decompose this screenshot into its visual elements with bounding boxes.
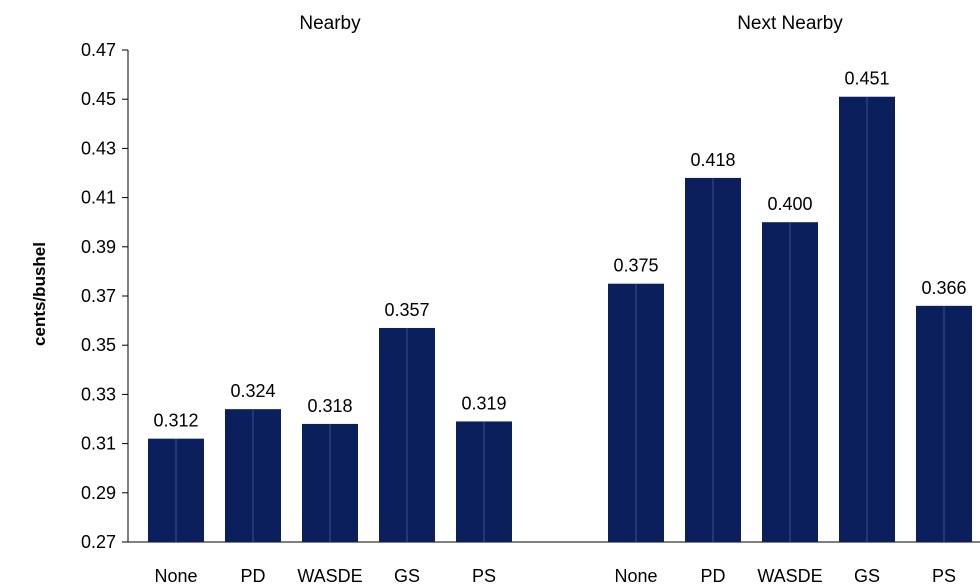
x-tick-label: GS (854, 566, 880, 586)
y-tick-label: 0.43 (81, 138, 116, 158)
data-label: 0.400 (767, 194, 812, 214)
x-tick-label: PD (240, 566, 265, 586)
group-title: Next Nearby (737, 13, 843, 34)
data-label: 0.324 (230, 381, 275, 401)
y-tick-label: 0.31 (81, 434, 116, 454)
y-tick-label: 0.27 (81, 532, 116, 552)
y-tick-label: 0.41 (81, 188, 116, 208)
group-title: Nearby (299, 13, 361, 34)
y-axis: 0.27 0.29 0.31 0.33 0.35 0.37 0.39 0.41 0.43 0.45… (81, 40, 980, 552)
x-tick-label: None (154, 566, 197, 586)
data-label: 0.451 (844, 69, 889, 89)
x-tick-label: PS (472, 566, 496, 586)
y-tick-label: 0.47 (81, 40, 116, 60)
data-label: 0.418 (690, 150, 735, 170)
bars (148, 96, 972, 543)
y-tick-label: 0.33 (81, 384, 116, 404)
y-tick-label: 0.39 (81, 237, 116, 257)
labels: 0.312 None 0.324 PD 0.318 WASDE 0.357 GS 0.319 PS… (153, 13, 966, 586)
x-tick-label: WASDE (757, 566, 822, 586)
x-tick-label: PD (700, 566, 725, 586)
x-tick-label: PS (932, 566, 956, 586)
y-tick-label: 0.45 (81, 89, 116, 109)
y-tick-label: 0.37 (81, 286, 116, 306)
y-axis-label: cents/bushel (30, 242, 49, 346)
data-label: 0.312 (153, 411, 198, 431)
x-tick-label: WASDE (297, 566, 362, 586)
data-label: 0.366 (921, 278, 966, 298)
x-tick-label: GS (394, 566, 420, 586)
y-tick-label: 0.35 (81, 335, 116, 355)
data-label: 0.375 (613, 256, 658, 276)
data-label: 0.357 (384, 300, 429, 320)
data-label: 0.318 (307, 396, 352, 416)
y-tick-label: 0.29 (81, 483, 116, 503)
x-tick-label: None (614, 566, 657, 586)
data-label: 0.319 (461, 393, 506, 413)
